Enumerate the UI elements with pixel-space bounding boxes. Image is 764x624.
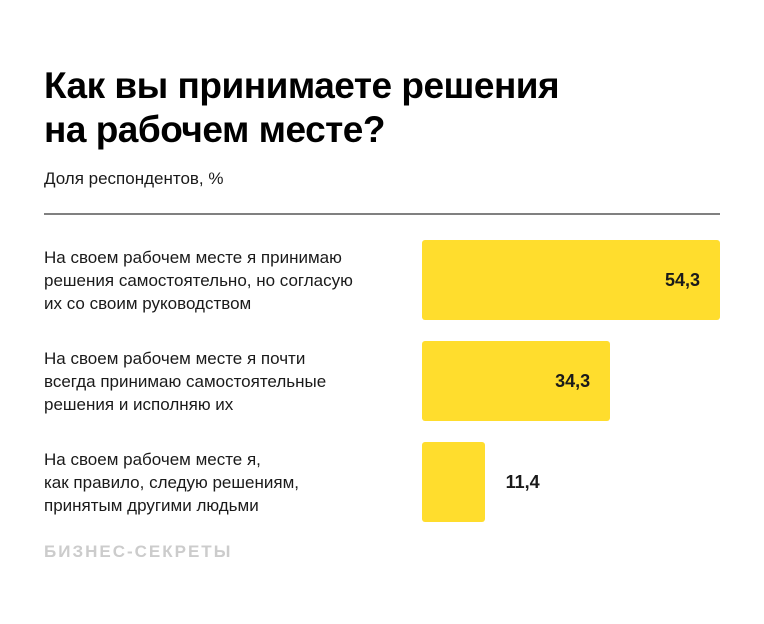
category-label: На своем рабочем месте я принимаю решени… — [44, 247, 353, 313]
bar: 54,3 — [422, 240, 720, 320]
chart-row: На своем рабочем месте я почти всегда пр… — [44, 341, 720, 421]
chart-row: На своем рабочем месте я принимаю решени… — [44, 240, 720, 320]
bar-track: 54,3 — [422, 240, 720, 320]
category-label: На своем рабочем месте я почти всегда пр… — [44, 348, 327, 414]
bar: 34,3 — [422, 341, 611, 421]
bar-chart: На своем рабочем месте я принимаю решени… — [44, 240, 720, 522]
bar — [422, 442, 485, 522]
category-label: На своем рабочем месте я, как правило, с… — [44, 449, 299, 515]
value-label: 54,3 — [664, 269, 700, 290]
chart-row: На своем рабочем месте я, как правило, с… — [44, 442, 720, 522]
chart-subtitle: Доля респондентов, % — [44, 169, 224, 188]
brand-logo: БИЗНЕС-СЕКРЕТЫ — [44, 542, 233, 561]
bar-track: 11,4 — [422, 442, 720, 522]
chart-title: Как вы принимаете решения на рабочем мес… — [44, 65, 560, 150]
value-label: 34,3 — [555, 370, 591, 391]
value-label: 11,4 — [505, 471, 540, 492]
divider-line — [44, 213, 720, 215]
bar-track: 34,3 — [422, 341, 720, 421]
